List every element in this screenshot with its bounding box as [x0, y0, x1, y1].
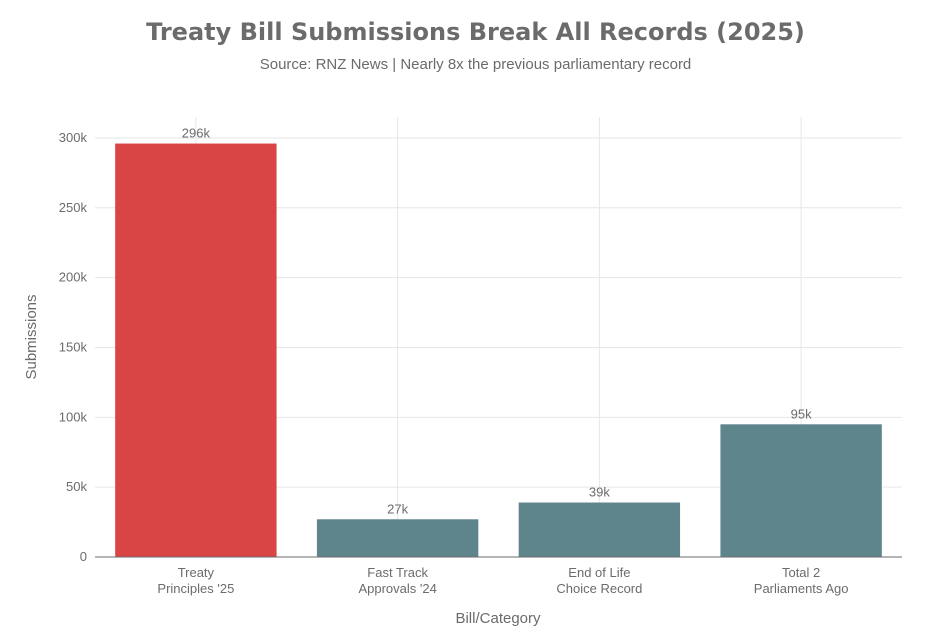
bar: [316, 519, 479, 557]
x-tick-label: Choice Record: [556, 581, 642, 596]
x-axis-title: Bill/Category: [455, 610, 541, 627]
bar-value-label: 296k: [182, 126, 211, 141]
y-tick-label: 100k: [59, 409, 88, 424]
axes: 0 50k 100k 150k 200k 250k 300k TreatyPrinciples…: [59, 130, 902, 596]
x-tick-label: End of Life: [568, 565, 630, 580]
x-tick-label: Approvals '24: [358, 581, 436, 596]
x-tick-label: Fast Track: [367, 565, 428, 580]
bar-value-label: 39k: [589, 485, 610, 500]
y-tick-label: 250k: [59, 200, 88, 215]
chart-subtitle: Source: RNZ News | Nearly 8x the previou…: [259, 56, 692, 73]
x-tick-label: Total 2: [782, 565, 820, 580]
x-tick-label: Treaty: [178, 565, 215, 580]
y-axis-title: Submissions: [23, 294, 40, 379]
bar: [115, 143, 277, 558]
y-tick-label: 300k: [59, 130, 88, 145]
y-tick-label: 150k: [59, 339, 88, 354]
bar-value-label: 95k: [791, 406, 812, 421]
y-tick-label: 200k: [59, 270, 88, 285]
x-tick-label: Parliaments Ago: [754, 581, 849, 596]
chart-title: Treaty Bill Submissions Break All Record…: [146, 18, 805, 46]
bar: [518, 502, 681, 557]
y-tick-label: 0: [80, 549, 87, 564]
bars: 296k 27k 39k 95k: [115, 126, 882, 558]
bar-value-label: 27k: [387, 501, 408, 516]
y-tick-label: 50k: [66, 479, 87, 494]
bar: [720, 424, 882, 557]
x-tick-label: Principles '25: [157, 581, 234, 596]
